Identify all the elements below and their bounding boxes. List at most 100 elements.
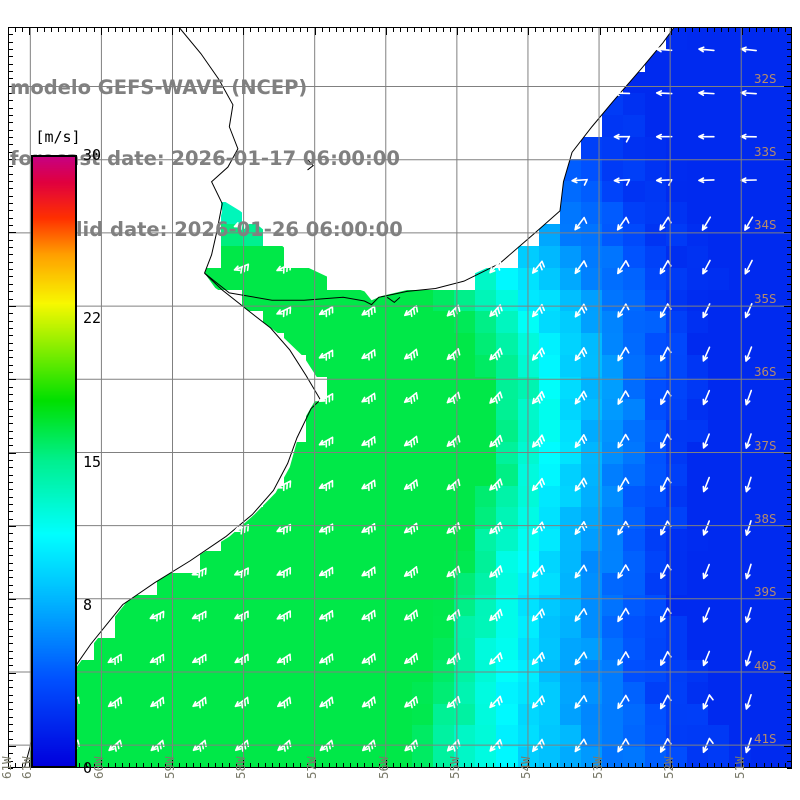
minor-tick [787,584,792,586]
minor-tick [300,763,302,768]
minor-tick [787,540,792,542]
minor-tick [8,100,13,102]
minor-tick [8,474,13,476]
wind-barb [574,477,588,492]
minor-tick [485,763,487,768]
minor-tick [542,27,544,32]
wind-barb [489,695,503,709]
minor-tick [787,753,792,755]
wind-barb [698,46,715,53]
minor-tick [86,27,88,32]
coastline-path-1 [204,28,675,306]
minor-tick [787,93,792,94]
minor-tick [8,467,13,469]
wind-barb [150,696,165,709]
minor-tick [8,144,13,146]
minor-tick [571,27,573,32]
minor-tick [8,393,13,395]
wind-barb [744,650,752,667]
minor-tick [578,27,580,32]
minor-tick [514,763,515,768]
minor-tick [8,261,13,263]
major-tick [243,27,245,35]
wind-barb [276,262,292,274]
minor-tick [442,27,444,32]
wind-barb [319,653,334,665]
minor-tick [378,763,380,768]
minor-tick [464,763,466,768]
wind-barb [531,434,546,448]
minor-tick [787,518,792,520]
minor-tick [787,643,792,645]
minor-tick [335,27,337,32]
wind-barb [531,477,546,492]
minor-tick [506,763,508,768]
minor-tick [8,731,13,733]
lat-label-40S: 40S [754,657,777,673]
wind-barbs-group [65,46,757,754]
minor-tick [642,763,644,768]
wind-barb [740,133,757,140]
minor-tick [787,151,792,153]
minor-tick [129,763,131,768]
lat-label-32S: 32S [754,70,777,86]
minor-tick [278,763,280,768]
minor-tick [787,658,792,659]
wind-barb [702,259,711,275]
wind-barb [403,522,419,535]
minor-tick [585,27,587,32]
minor-tick [592,27,594,32]
wind-barb [276,653,292,665]
minor-tick [257,27,259,32]
wind-barb [744,476,752,493]
minor-tick [328,763,330,768]
minor-tick [699,27,701,32]
minor-tick [787,503,792,505]
minor-tick [549,27,551,32]
major-tick [171,27,173,35]
colorbar-tick-8: 8 [83,595,93,614]
wind-barb [660,433,672,449]
wind-barb [574,216,588,231]
minor-tick [15,27,17,32]
minor-tick [756,27,758,32]
major-tick [8,672,16,674]
minor-tick [435,27,437,32]
wind-barb [276,480,292,492]
minor-tick [343,763,344,768]
lon-label-57W: 57W [304,756,320,779]
minor-tick [685,763,687,768]
wind-barb [574,260,588,275]
wind-barb [702,346,711,362]
wind-barb [403,479,419,492]
minor-tick [787,591,792,593]
minor-tick [787,247,792,249]
lat-label-41S: 41S [754,730,777,746]
minor-tick [787,254,792,256]
minor-tick [8,166,13,168]
minor-tick [787,269,792,271]
wind-barb [404,652,419,665]
minor-tick [250,763,252,768]
wind-barb [531,695,546,709]
minor-tick [8,577,13,579]
minor-tick [787,137,792,138]
major-tick [29,27,31,35]
wind-barb [660,563,672,579]
minor-tick [770,27,772,32]
minor-tick [735,763,736,768]
minor-tick [787,41,792,43]
minor-tick [449,763,451,768]
minor-tick [787,364,792,366]
minor-tick [620,27,622,32]
major-tick [385,27,387,35]
map-plot-area[interactable] [8,27,792,768]
wind-barb [740,46,757,53]
minor-tick [692,27,694,32]
minor-tick [8,129,13,131]
wind-barb [403,392,419,405]
minor-tick [8,591,13,593]
minor-tick [720,27,722,32]
minor-tick [8,650,13,652]
minor-tick [371,27,373,32]
